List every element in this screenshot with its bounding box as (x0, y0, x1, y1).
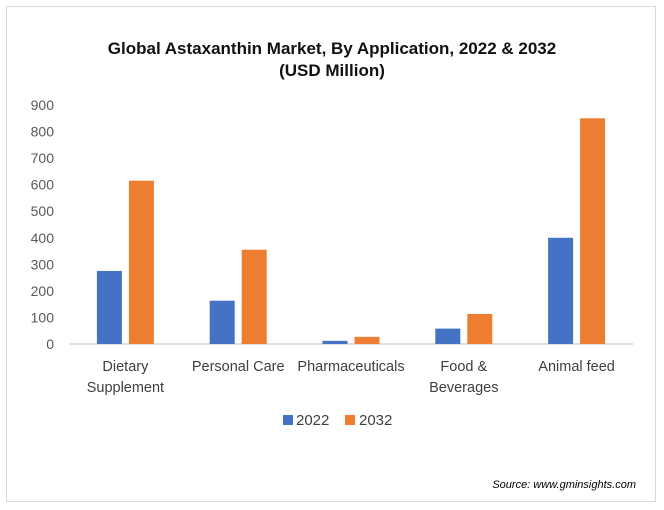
bar-2022 (548, 237, 574, 344)
x-category-label: Supplement (87, 380, 164, 396)
y-tick-label: 600 (31, 177, 55, 193)
bar-2032 (241, 249, 267, 344)
y-tick-label: 800 (31, 124, 55, 140)
source-note: Source: www.gminsights.com (492, 479, 636, 491)
x-category-label: Pharmaceuticals (297, 359, 404, 375)
x-category-label: Dietary (102, 359, 149, 375)
bar-2022 (435, 328, 461, 344)
bar-2032 (354, 336, 380, 344)
y-tick-label: 900 (31, 97, 55, 113)
y-tick-label: 300 (31, 256, 55, 272)
bar-2022 (209, 300, 235, 344)
x-category-label: Animal feed (538, 359, 615, 375)
bar-2032 (128, 180, 154, 344)
x-category-label: Personal Care (192, 359, 285, 375)
y-tick-label: 700 (31, 150, 55, 166)
y-tick-label: 100 (31, 309, 55, 325)
legend-label-2032: 2032 (359, 412, 392, 429)
x-category-label: Food & (440, 359, 487, 375)
y-tick-label: 400 (31, 230, 55, 246)
x-category-label: Beverages (429, 380, 498, 396)
y-tick-label: 500 (31, 203, 55, 219)
bar-2032 (467, 313, 493, 344)
legend-swatch-2022 (283, 415, 293, 425)
legend-label-2022: 2022 (296, 412, 329, 429)
legend-swatch-2032 (345, 415, 355, 425)
chart-frame (6, 6, 656, 502)
chart-title-line1: Global Astaxanthin Market, By Applicatio… (107, 39, 557, 58)
bar-2022 (96, 270, 122, 344)
chart-title-line2: (USD Million) (279, 61, 385, 80)
bar-2022 (322, 340, 348, 344)
chart-title: Global Astaxanthin Market, By Applicatio… (0, 38, 664, 82)
y-tick-label: 0 (46, 336, 54, 352)
y-tick-label: 200 (31, 283, 55, 299)
bar-2032 (580, 118, 606, 345)
